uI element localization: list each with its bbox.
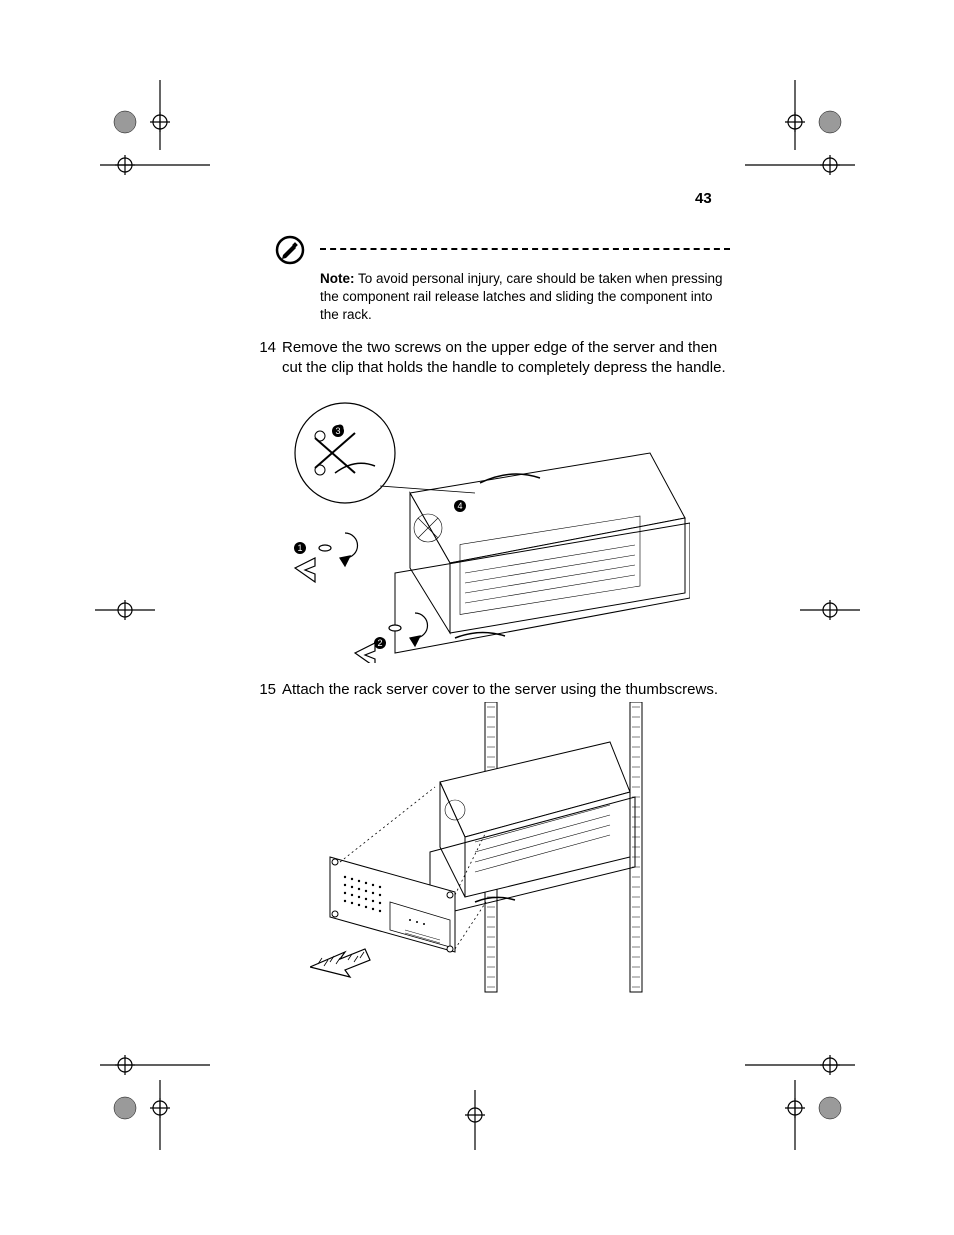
svg-text:2: 2 bbox=[377, 638, 382, 648]
step-15-number: 15 bbox=[252, 680, 276, 700]
step-15: 15 Attach the rack server cover to the s… bbox=[252, 680, 730, 700]
crop-mark-mid-right bbox=[790, 595, 860, 625]
svg-text:4: 4 bbox=[457, 501, 462, 511]
crop-mark-top-right bbox=[745, 80, 885, 180]
crop-mark-bottom-mid bbox=[440, 1080, 510, 1150]
crop-mark-mid-left bbox=[95, 595, 165, 625]
figure-step-15 bbox=[310, 702, 650, 997]
figure-step-14: 1 2 3 4 bbox=[280, 398, 690, 663]
note-body: To avoid personal injury, care should be… bbox=[320, 271, 722, 322]
crop-mark-bottom-left bbox=[70, 1040, 210, 1150]
svg-text:3: 3 bbox=[335, 426, 340, 436]
note-separator bbox=[320, 248, 730, 250]
step-14-number: 14 bbox=[252, 338, 276, 358]
pencil-note-icon bbox=[275, 235, 305, 270]
step-15-text: Attach the rack server cover to the serv… bbox=[282, 680, 730, 700]
crop-mark-top-left bbox=[70, 80, 210, 180]
svg-text:1: 1 bbox=[297, 543, 302, 553]
note-text: Note: To avoid personal injury, care sho… bbox=[320, 270, 730, 325]
note-block: Note: To avoid personal injury, care sho… bbox=[280, 235, 730, 325]
note-label: Note: bbox=[320, 271, 355, 286]
step-14-text: Remove the two screws on the upper edge … bbox=[282, 338, 730, 379]
step-14: 14 Remove the two screws on the upper ed… bbox=[252, 338, 730, 379]
page-number: 43 bbox=[695, 190, 712, 207]
crop-mark-bottom-right bbox=[745, 1040, 885, 1150]
